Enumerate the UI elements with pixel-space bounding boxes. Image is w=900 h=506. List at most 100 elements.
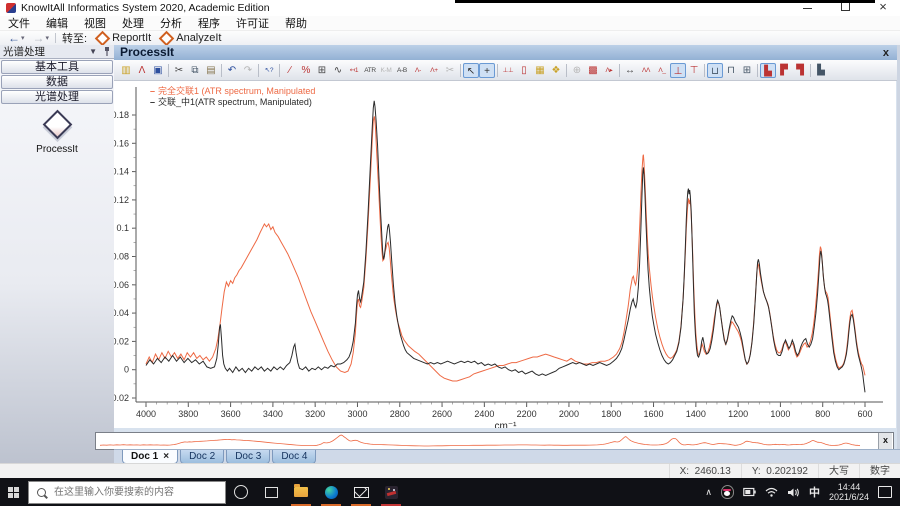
region-select-icon[interactable]: ▯ xyxy=(516,63,532,78)
compare-all-icon[interactable]: ▜ xyxy=(792,63,808,78)
tray-expand-icon[interactable]: ∧ xyxy=(705,487,712,498)
cortana-button[interactable] xyxy=(226,478,256,506)
smooth-icon[interactable]: ∿ xyxy=(330,63,346,78)
sidebar-section-spectral-processing[interactable]: 光谱处理 xyxy=(1,90,113,104)
edge-button[interactable] xyxy=(316,478,346,506)
menu-item-5[interactable]: 程序 xyxy=(190,15,228,31)
baseline-correction-icon[interactable]: ∕ xyxy=(282,63,298,78)
minimize-icon xyxy=(803,8,812,9)
menu-item-6[interactable]: 许可证 xyxy=(228,15,277,31)
caps-indicator: 大写 xyxy=(818,464,859,479)
task-view-button[interactable] xyxy=(256,478,286,506)
load-spectrum-icon[interactable]: Λ xyxy=(134,63,150,78)
fit-width-icon[interactable]: ↔ xyxy=(622,63,638,78)
tab-doc-3[interactable]: Doc 3 xyxy=(226,450,270,464)
knowitall-button[interactable] xyxy=(376,478,406,506)
restore-button[interactable] xyxy=(834,2,856,14)
subtract-spectrum-icon[interactable]: Λ- xyxy=(410,63,426,78)
minimize-button[interactable] xyxy=(796,2,818,14)
forward-dropdown-icon[interactable]: ▾ xyxy=(46,34,50,42)
back-dropdown-icon[interactable]: ▾ xyxy=(21,34,25,42)
battery-icon[interactable] xyxy=(743,487,756,497)
open-file-icon[interactable]: ▥ xyxy=(118,63,134,78)
processit-icon[interactable] xyxy=(42,110,72,140)
split-view-icon[interactable]: ⊔ xyxy=(707,63,723,78)
menu-item-0[interactable]: 文件 xyxy=(0,15,38,31)
context-help-icon[interactable]: ↖? xyxy=(261,63,277,78)
processit-label[interactable]: ProcessIt xyxy=(36,144,78,155)
expand-range-icon[interactable]: ⊞ xyxy=(314,63,330,78)
ime-indicator[interactable]: 中 xyxy=(809,484,820,500)
pane-close-icon[interactable]: x xyxy=(883,46,889,61)
crosshair-tool-icon[interactable]: + xyxy=(479,63,495,78)
full-scale-icon[interactable]: ▩ xyxy=(585,63,601,78)
search-input[interactable] xyxy=(52,486,225,499)
svg-text:800: 800 xyxy=(815,409,830,419)
save-icon[interactable]: ▣ xyxy=(150,63,166,78)
analyzeit-link[interactable]: AnalyzeIt xyxy=(161,32,221,44)
toolbar-separator xyxy=(619,64,620,77)
undo-icon[interactable]: ↶ xyxy=(224,63,240,78)
sidebar-section-basic-tools[interactable]: 基本工具 xyxy=(1,60,113,74)
tab-doc-1[interactable]: Doc 1× xyxy=(122,450,178,464)
back-button[interactable]: ← xyxy=(8,31,20,45)
stack-all-icon[interactable]: ▛ xyxy=(776,63,792,78)
normalize-icon[interactable]: % xyxy=(298,63,314,78)
kubelka-munk-icon[interactable]: K-M xyxy=(378,63,394,78)
copy-icon[interactable]: ⧉ xyxy=(187,63,203,78)
svg-text:0.14: 0.14 xyxy=(114,167,129,177)
mail-icon xyxy=(354,487,369,498)
menu-item-7[interactable]: 帮助 xyxy=(277,15,315,31)
qq-icon[interactable] xyxy=(721,485,734,499)
panel-dropdown-icon[interactable]: ▼ xyxy=(89,47,97,56)
menu-item-3[interactable]: 处理 xyxy=(114,15,152,31)
pan-hand-icon[interactable]: ❖ xyxy=(548,63,564,78)
overview-close-button[interactable]: x xyxy=(878,433,892,449)
peak-picking-icon[interactable]: ⊥⊥ xyxy=(500,63,516,78)
pin-icon[interactable] xyxy=(103,47,111,56)
spectrum-chart[interactable]: 0.180.160.140.120.10.080.060.040.020-0.0… xyxy=(114,81,896,428)
close-button[interactable]: × xyxy=(872,2,894,14)
paste-icon[interactable]: ▤ xyxy=(203,63,219,78)
transpose-y-icon[interactable]: ⊥ xyxy=(670,63,686,78)
cascade-view-icon[interactable]: ⊞ xyxy=(739,63,755,78)
zoom-icon[interactable]: ⊕ xyxy=(569,63,585,78)
pointer-tool-icon[interactable]: ↖ xyxy=(463,63,479,78)
reportit-link[interactable]: ReportIt xyxy=(97,32,151,44)
svg-text:-0.02: -0.02 xyxy=(114,393,129,403)
shift-x-icon[interactable]: ↤1 xyxy=(346,63,362,78)
wifi-icon[interactable] xyxy=(765,487,778,497)
overlay-all-icon[interactable]: ▙ xyxy=(760,63,776,78)
stack-spectra-icon[interactable]: ΛΛ xyxy=(638,63,654,78)
cut-region-icon[interactable]: ✂ xyxy=(442,63,458,78)
tile-view-icon[interactable]: ⊓ xyxy=(723,63,739,78)
forward-button[interactable]: → xyxy=(33,31,45,45)
speaker-icon[interactable] xyxy=(787,487,800,498)
tab-close-icon[interactable]: × xyxy=(163,451,169,462)
taskbar-search[interactable] xyxy=(28,481,226,504)
action-center-icon[interactable] xyxy=(878,486,892,498)
auto-scale-y-icon[interactable]: Λ▸ xyxy=(601,63,617,78)
file-explorer-button[interactable] xyxy=(286,478,316,506)
mail-button[interactable] xyxy=(346,478,376,506)
cut-icon[interactable]: ✂ xyxy=(171,63,187,78)
report-icon[interactable]: ▙ xyxy=(813,63,829,78)
menu-item-4[interactable]: 分析 xyxy=(152,15,190,31)
menu-item-2[interactable]: 视图 xyxy=(76,15,114,31)
add-spectrum-icon[interactable]: Λ+ xyxy=(426,63,442,78)
grid-display-icon[interactable]: ▦ xyxy=(532,63,548,78)
menu-item-1[interactable]: 编辑 xyxy=(38,15,76,31)
offset-spectra-icon[interactable]: Λ_ xyxy=(654,63,670,78)
tab-doc-4[interactable]: Doc 4 xyxy=(272,450,316,464)
spectrum-overview-strip[interactable]: x xyxy=(95,432,894,450)
clock[interactable]: 14:44 2021/6/24 xyxy=(829,482,869,502)
atr-correction-icon[interactable]: ATR xyxy=(362,63,378,78)
start-button[interactable] xyxy=(0,478,26,506)
panel-header[interactable]: 光谱处理 ▼ xyxy=(0,45,114,59)
svg-text:1800: 1800 xyxy=(601,409,621,419)
transpose-x-icon[interactable]: ⊤ xyxy=(686,63,702,78)
redo-icon[interactable]: ↷ xyxy=(240,63,256,78)
tab-doc-2[interactable]: Doc 2 xyxy=(180,450,224,464)
sidebar-section-data[interactable]: 数据 xyxy=(1,75,113,89)
absorbance-transmittance-icon[interactable]: A-B xyxy=(394,63,410,78)
